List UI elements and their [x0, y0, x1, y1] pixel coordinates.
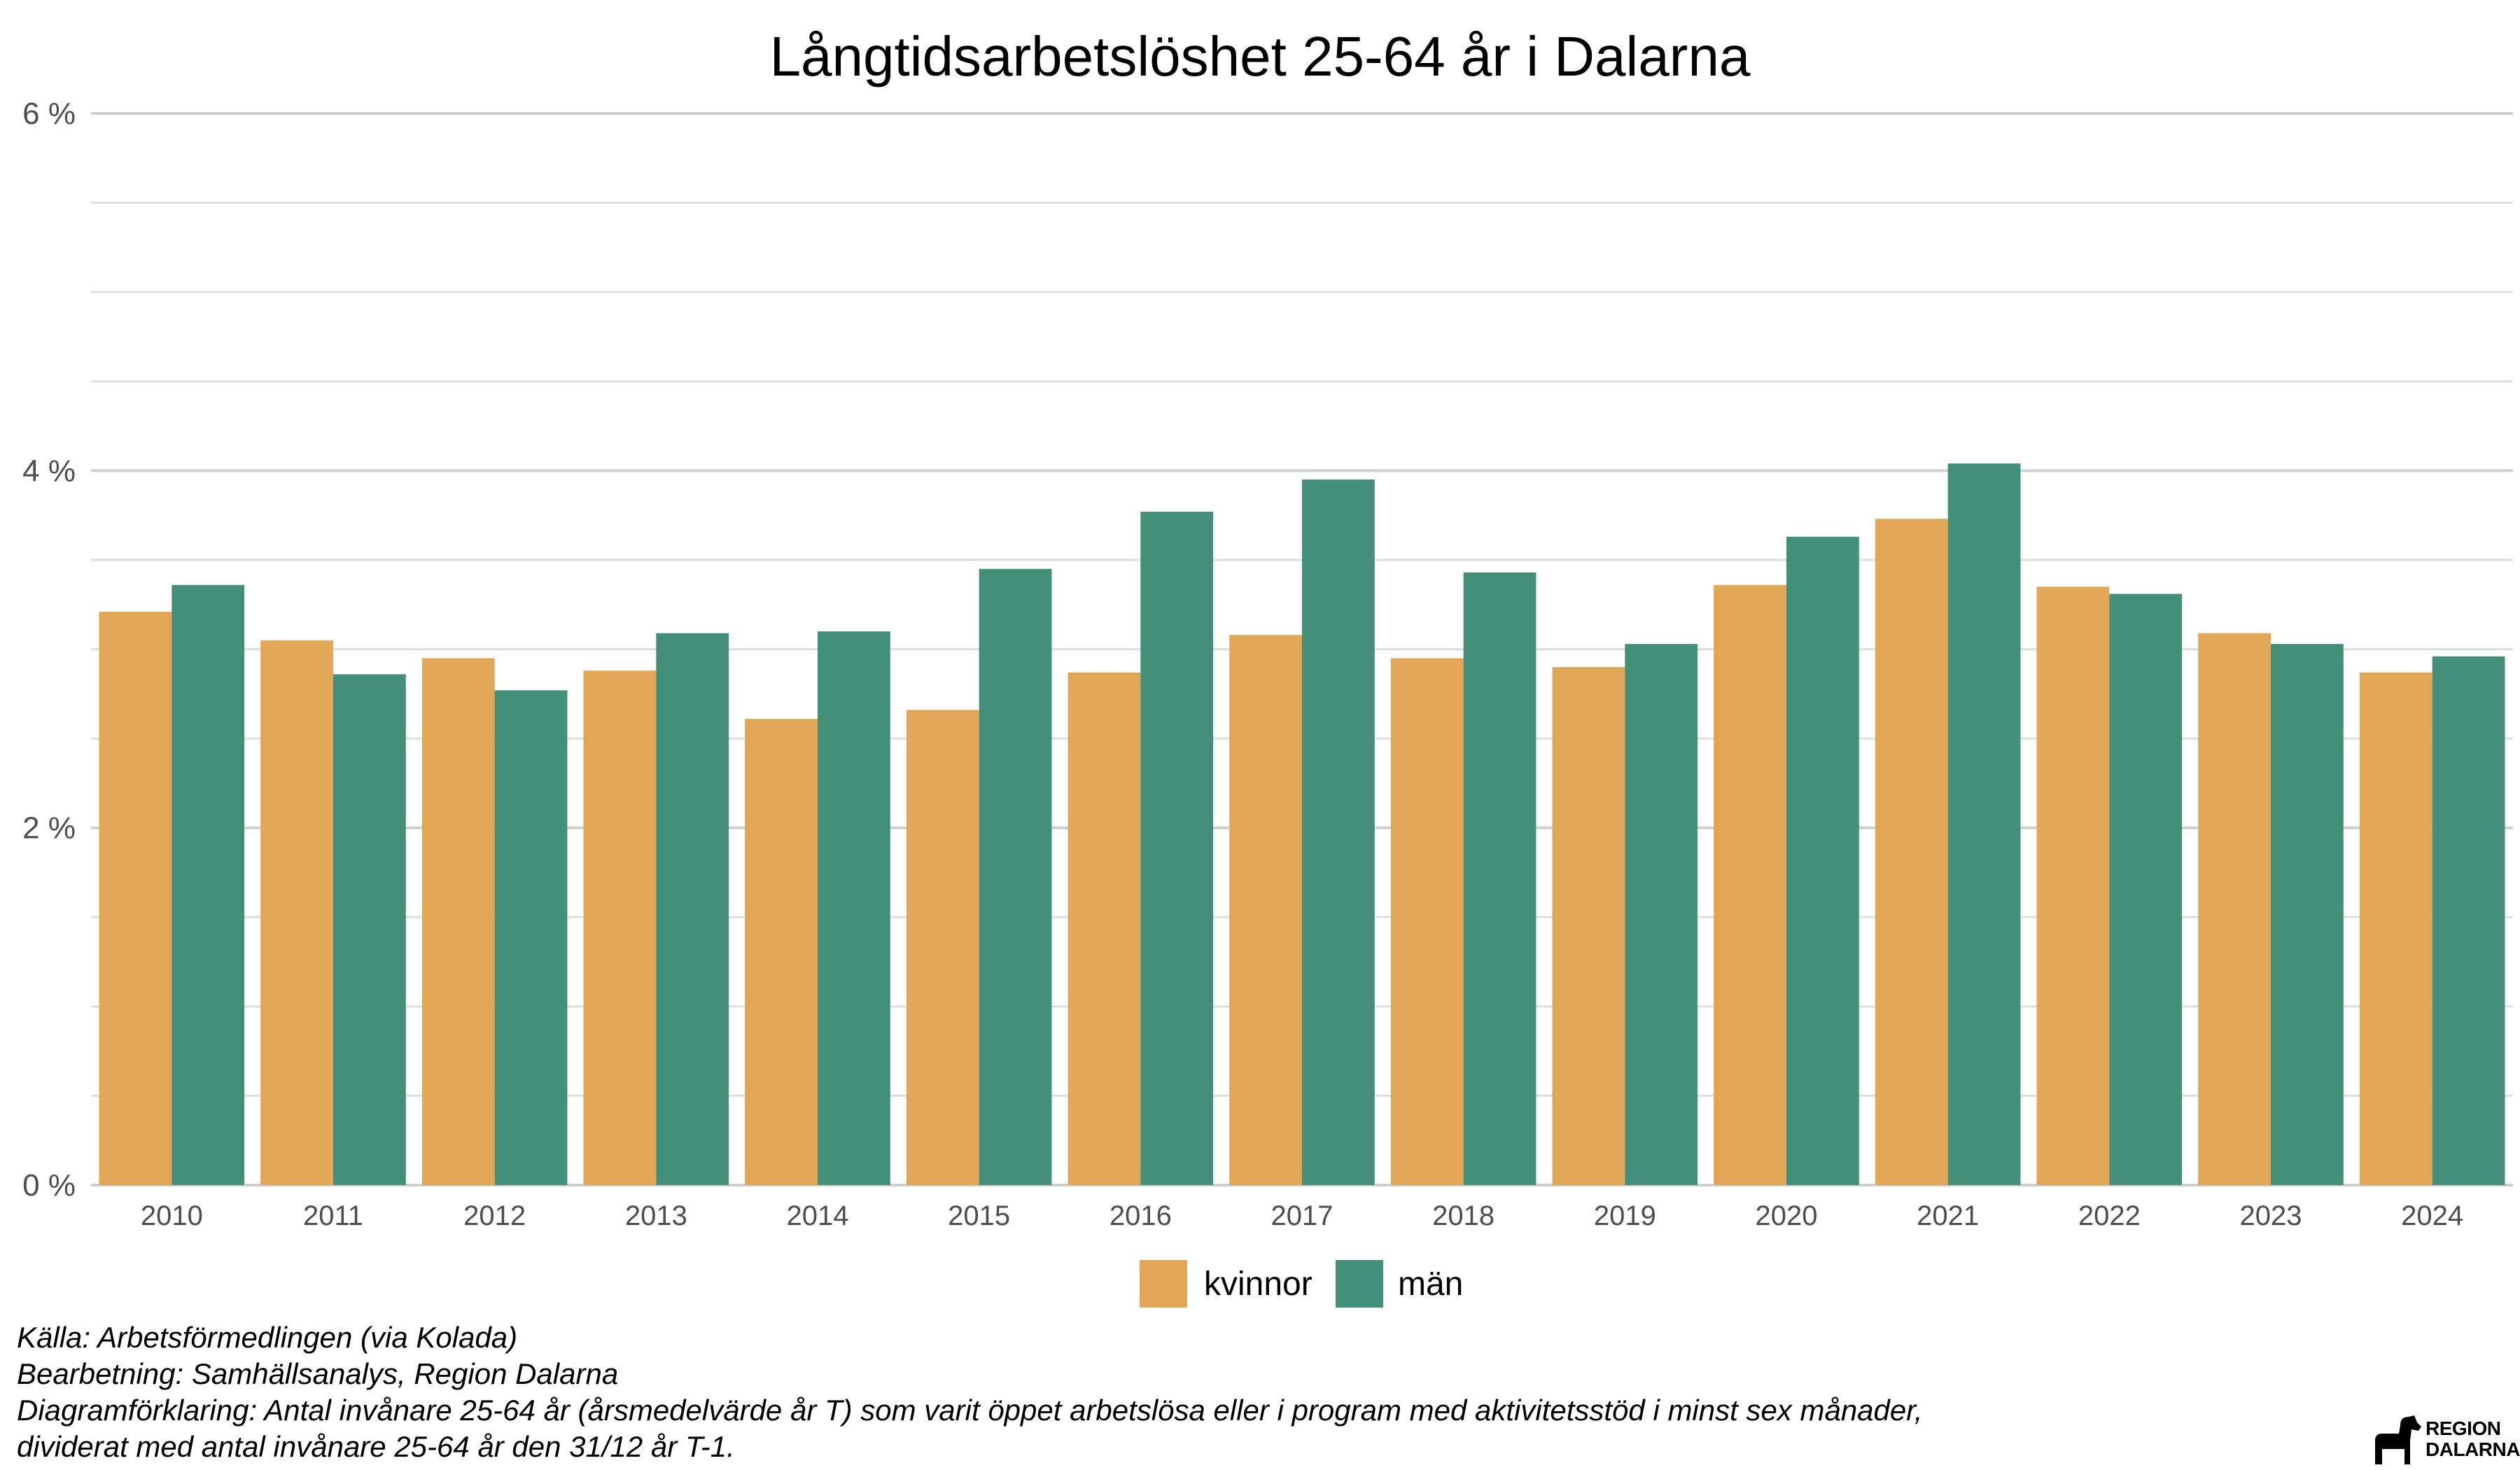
- bar-män-2015: [979, 568, 1052, 1185]
- bar-kvinnor-2023: [2198, 633, 2271, 1185]
- x-tick-label: 2016: [1110, 1200, 1172, 1231]
- bar-kvinnor-2024: [2359, 672, 2432, 1185]
- x-tick-label: 2011: [303, 1200, 363, 1231]
- bar-kvinnor-2022: [2036, 587, 2110, 1185]
- bar-män-2023: [2271, 643, 2344, 1185]
- bar-män-2016: [1140, 512, 1214, 1185]
- legend-label-kvinnor: kvinnor: [1204, 1266, 1312, 1303]
- x-tick-label: 2024: [2401, 1200, 2463, 1231]
- logo-line-1: REGION: [2426, 1418, 2501, 1439]
- x-tick-label: 2022: [2078, 1200, 2141, 1231]
- region-dalarna-logo: REGION DALARNA: [2370, 1413, 2520, 1467]
- x-tick-label: 2023: [2240, 1200, 2302, 1231]
- y-tick-label: 6 %: [22, 97, 76, 131]
- x-tick-label: 2019: [1594, 1200, 1656, 1231]
- bar-kvinnor-2014: [745, 719, 818, 1185]
- bar-män-2013: [656, 633, 729, 1185]
- legend-swatch-män: [1336, 1260, 1383, 1308]
- bar-kvinnor-2020: [1714, 584, 1786, 1185]
- bar-män-2021: [1947, 463, 2021, 1185]
- y-axis: 0 % 2 % 4 % 6 %: [22, 97, 76, 1203]
- legend-swatch-kvinnor: [1140, 1260, 1187, 1308]
- bar-män-2024: [2432, 656, 2505, 1185]
- footnote-explanation: Diagramförklaring: Antal invånare 25-64 …: [17, 1394, 1923, 1427]
- bar-män-2020: [1786, 536, 1859, 1185]
- bar-kvinnor-2021: [1875, 519, 1948, 1185]
- bar-män-2014: [818, 631, 890, 1185]
- bar-män-2011: [333, 674, 406, 1185]
- bars: [99, 463, 2505, 1185]
- y-tick-label: 0 %: [22, 1168, 76, 1203]
- x-tick-label: 2015: [948, 1200, 1010, 1231]
- footnote-source: Källa: Arbetsförmedlingen (via Kolada): [17, 1321, 518, 1354]
- bar-män-2018: [1463, 572, 1536, 1185]
- chart-title: Långtidsarbetslöshet 25-64 år i Dalarna: [770, 25, 1751, 88]
- x-tick-label: 2020: [1756, 1200, 1818, 1231]
- bar-kvinnor-2015: [906, 710, 979, 1185]
- bar-kvinnor-2019: [1552, 667, 1625, 1185]
- bar-kvinnor-2013: [583, 671, 657, 1185]
- x-tick-label: 2017: [1271, 1200, 1334, 1231]
- x-axis: 2010 2011 2012 2013 2014 2015 2016 2017 2018 2019…: [141, 1200, 2463, 1231]
- bar-män-2019: [1625, 643, 1698, 1185]
- dala-horse-icon: [2375, 1415, 2421, 1464]
- x-tick-label: 2018: [1432, 1200, 1494, 1231]
- x-tick-label: 2014: [787, 1200, 849, 1231]
- x-tick-label: 2012: [463, 1200, 526, 1231]
- bar-män-2010: [172, 584, 245, 1185]
- bar-män-2012: [494, 690, 568, 1185]
- logo-line-2: DALARNA: [2426, 1438, 2520, 1460]
- bar-kvinnor-2012: [421, 658, 495, 1185]
- bar-kvinnor-2017: [1229, 635, 1302, 1185]
- bar-kvinnor-2018: [1390, 658, 1464, 1185]
- bar-män-2022: [2109, 594, 2183, 1185]
- legend-label-män: män: [1398, 1266, 1463, 1303]
- x-tick-label: 2010: [141, 1200, 203, 1231]
- y-tick-label: 4 %: [22, 454, 76, 488]
- x-tick-label: 2013: [625, 1200, 687, 1231]
- footnote-explanation-cont: dividerat med antal invånare 25-64 år de…: [17, 1430, 735, 1463]
- x-tick-label: 2021: [1917, 1200, 1979, 1231]
- legend: kvinnor män: [1140, 1260, 1463, 1308]
- footnote-processing: Bearbetning: Samhällsanalys, Region Dala…: [17, 1357, 619, 1390]
- bar-män-2017: [1302, 479, 1375, 1185]
- bar-kvinnor-2010: [99, 611, 172, 1185]
- footnotes: Källa: Arbetsförmedlingen (via Kolada) B…: [17, 1320, 1923, 1465]
- y-tick-label: 2 %: [22, 811, 76, 846]
- bar-kvinnor-2016: [1068, 672, 1141, 1185]
- bar-kvinnor-2011: [260, 640, 333, 1185]
